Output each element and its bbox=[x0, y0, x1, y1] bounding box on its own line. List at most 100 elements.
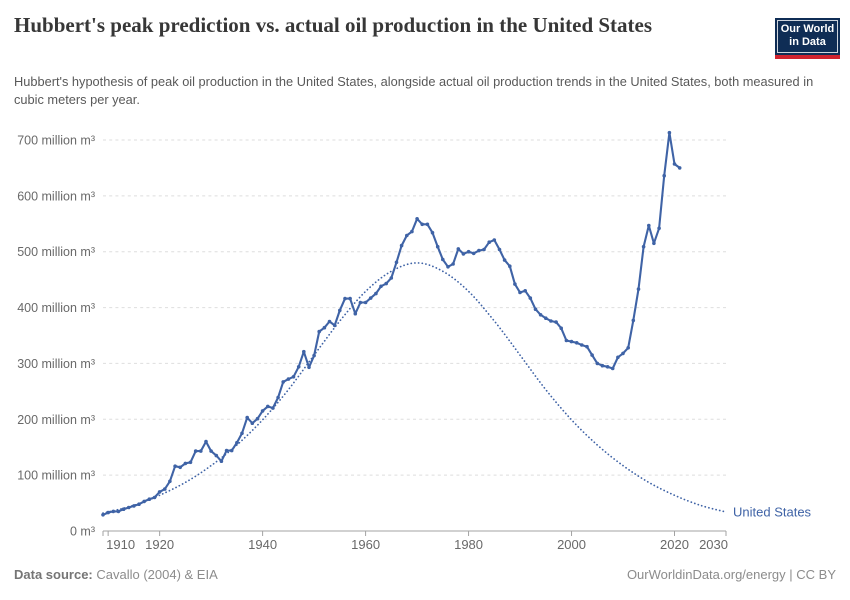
series-point bbox=[204, 439, 208, 444]
series-point bbox=[446, 265, 450, 269]
series-point bbox=[595, 361, 600, 366]
actual-production-line[interactable] bbox=[101, 131, 681, 516]
series-point bbox=[348, 296, 352, 301]
series-point bbox=[111, 509, 116, 514]
series-point bbox=[157, 490, 162, 494]
series-point bbox=[296, 365, 301, 369]
series-point bbox=[415, 217, 419, 221]
series-point bbox=[435, 244, 440, 249]
series-point bbox=[523, 289, 527, 293]
chart-subtitle: Hubbert's hypothesis of peak oil product… bbox=[14, 74, 814, 108]
series-point bbox=[353, 311, 358, 316]
series-point bbox=[569, 339, 574, 344]
series-point bbox=[425, 222, 430, 227]
series-point bbox=[667, 130, 672, 135]
series-point bbox=[461, 252, 466, 256]
series-point bbox=[168, 479, 172, 484]
owid-logo: Our World in Data bbox=[775, 18, 840, 60]
series-point bbox=[327, 319, 332, 324]
x-tick-label: 2030 bbox=[699, 537, 728, 552]
entity-label[interactable]: United States bbox=[733, 505, 812, 520]
series-point bbox=[610, 366, 615, 371]
y-tick-label: 300 million m³ bbox=[17, 357, 95, 371]
series-point bbox=[482, 247, 486, 252]
series-point bbox=[250, 421, 255, 426]
series-point bbox=[518, 290, 522, 295]
series-point bbox=[492, 238, 497, 242]
series-point bbox=[276, 395, 280, 400]
x-tick-label: 1940 bbox=[248, 537, 277, 552]
series-point bbox=[152, 495, 157, 500]
series-point bbox=[477, 248, 481, 253]
y-tick-label: 400 million m³ bbox=[17, 301, 95, 315]
series-point bbox=[585, 344, 589, 349]
series-point bbox=[214, 453, 219, 458]
series-point bbox=[178, 465, 182, 470]
data-source-value: Cavallo (2004) & EIA bbox=[92, 567, 218, 582]
series-point bbox=[271, 406, 275, 410]
x-tick-label: 2020 bbox=[660, 537, 689, 552]
y-tick-label: 700 million m³ bbox=[17, 134, 95, 148]
series-point bbox=[379, 284, 383, 289]
y-tick-label: 100 million m³ bbox=[17, 469, 95, 483]
series-point bbox=[451, 262, 455, 266]
series-point bbox=[631, 318, 636, 323]
series-point bbox=[466, 249, 471, 254]
series-point bbox=[399, 243, 404, 248]
series-point bbox=[229, 448, 234, 453]
series-point bbox=[106, 510, 110, 515]
series-point bbox=[533, 307, 538, 312]
series-point bbox=[616, 355, 620, 360]
y-tick-label: 500 million m³ bbox=[17, 245, 95, 259]
series-point bbox=[173, 464, 177, 469]
series-point bbox=[219, 459, 224, 464]
series-point bbox=[121, 507, 126, 512]
series-point bbox=[394, 260, 399, 265]
series-point bbox=[574, 341, 579, 345]
series-point bbox=[430, 230, 435, 235]
series-point bbox=[163, 487, 167, 491]
series-point bbox=[343, 296, 347, 301]
series-point bbox=[209, 449, 213, 453]
series-point bbox=[255, 416, 260, 421]
series-point bbox=[317, 329, 322, 334]
series-point bbox=[358, 300, 363, 305]
series-point bbox=[405, 233, 409, 238]
series-point bbox=[590, 353, 594, 357]
series-point bbox=[322, 325, 327, 330]
series-point bbox=[291, 375, 296, 379]
series-point bbox=[657, 226, 661, 231]
series-point bbox=[600, 363, 605, 368]
series-point bbox=[224, 448, 229, 453]
hubbert-prediction-line[interactable] bbox=[102, 262, 727, 514]
series-point bbox=[605, 365, 610, 369]
series-point bbox=[641, 244, 646, 249]
data-source-label: Data source: bbox=[14, 567, 93, 582]
series-point bbox=[559, 326, 563, 331]
series-point bbox=[260, 409, 265, 413]
series-point bbox=[502, 258, 507, 262]
series-point bbox=[544, 316, 548, 321]
series-point bbox=[368, 296, 373, 300]
series-point bbox=[312, 353, 316, 358]
x-tick-label: 1980 bbox=[454, 537, 483, 552]
series-point bbox=[549, 319, 553, 323]
series-point bbox=[513, 282, 517, 286]
series-point bbox=[652, 241, 656, 246]
series-point bbox=[456, 247, 461, 251]
data-source: Data source: Cavallo (2004) & EIA bbox=[14, 567, 218, 582]
series-point bbox=[621, 351, 625, 356]
page-title: Hubbert's peak prediction vs. actual oil… bbox=[14, 13, 653, 37]
y-tick-label: 200 million m³ bbox=[17, 413, 95, 427]
series-point bbox=[240, 431, 244, 436]
series-point bbox=[528, 296, 533, 300]
series-point bbox=[554, 320, 558, 324]
series-point bbox=[147, 497, 152, 502]
series-point bbox=[199, 449, 203, 453]
series-point bbox=[626, 346, 630, 350]
series-point bbox=[538, 313, 543, 317]
series-point bbox=[420, 222, 425, 227]
series-point bbox=[487, 240, 492, 244]
series-point bbox=[116, 509, 121, 514]
